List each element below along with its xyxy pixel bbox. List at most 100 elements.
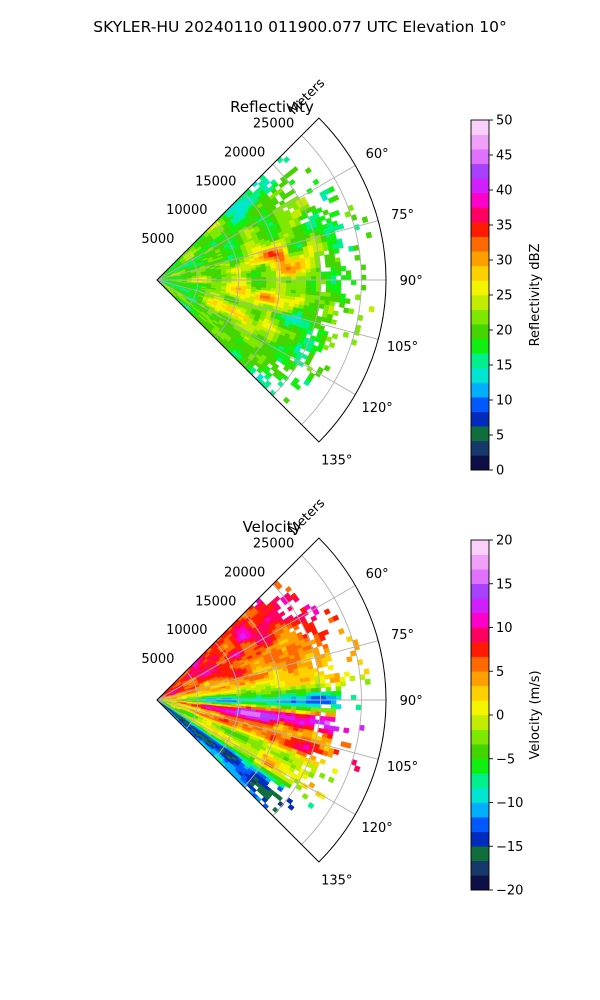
reflectivity-colorbar-segment <box>471 455 489 471</box>
velocity-gate <box>300 692 307 697</box>
velocity-gate <box>287 803 295 811</box>
reflectivity-gate <box>340 293 346 299</box>
reflectivity-range-tick-label: 10000 <box>166 203 207 218</box>
velocity-gate <box>330 690 337 696</box>
velocity-gate <box>329 673 336 679</box>
velocity-gate <box>305 707 312 712</box>
velocity-gate <box>300 685 307 690</box>
reflectivity-gate <box>290 286 297 291</box>
velocity-gate <box>256 702 262 706</box>
velocity-gate <box>305 684 312 690</box>
velocity-colorbar-segment <box>471 860 489 876</box>
velocity-gate <box>286 699 292 704</box>
reflectivity-colorbar-tick-label: 5 <box>496 429 504 444</box>
reflectivity-gate <box>304 260 311 266</box>
velocity-gate <box>281 696 287 701</box>
velocity-gate <box>330 712 336 718</box>
velocity-colorbar-segment <box>471 802 489 818</box>
reflectivity-azimuth-tick-label: 90° <box>400 274 423 289</box>
reflectivity-gate <box>285 269 292 274</box>
velocity-gate <box>349 675 356 682</box>
reflectivity-gate <box>305 268 312 273</box>
velocity-colorbar-segment <box>471 627 489 643</box>
reflectivity-gate <box>301 276 307 281</box>
velocity-colorbar-segment <box>471 715 489 730</box>
reflectivity-gate <box>310 291 317 296</box>
velocity-gate <box>324 716 331 722</box>
reflectivity-gate <box>316 346 323 353</box>
reflectivity-gate <box>305 272 312 277</box>
reflectivity-gate <box>330 288 337 294</box>
velocity-gate <box>325 699 332 705</box>
reflectivity-gate <box>336 279 342 285</box>
reflectivity-gate <box>324 258 331 264</box>
velocity-gate <box>280 690 287 695</box>
velocity-gate <box>325 712 332 718</box>
velocity-colorbar-segment <box>471 642 489 657</box>
reflectivity-gate <box>295 283 302 288</box>
velocity-gate <box>300 706 307 712</box>
reflectivity-azimuth-tick-label: 135° <box>321 454 352 469</box>
reflectivity-colorbar-segment <box>471 120 489 135</box>
reflectivity-gate <box>342 331 350 339</box>
reflectivity-colorbar-tick-label: 15 <box>496 359 513 374</box>
velocity-colorbar-segment <box>471 846 489 862</box>
reflectivity-gate <box>286 273 292 278</box>
reflectivity-gate <box>295 269 302 274</box>
velocity-radial-axis-label: Meters <box>286 496 328 538</box>
reflectivity-gate <box>265 268 272 273</box>
velocity-gate <box>307 802 315 810</box>
reflectivity-gate <box>246 272 252 276</box>
reflectivity-gate <box>286 276 292 281</box>
reflectivity-gate <box>337 242 344 249</box>
velocity-gate <box>281 693 287 698</box>
velocity-gate <box>276 699 282 704</box>
reflectivity-azimuth-tick-label: 60° <box>366 147 389 162</box>
reflectivity-gate <box>303 379 311 387</box>
velocity-gate <box>265 688 272 693</box>
reflectivity-colorbar-segment <box>471 440 489 456</box>
velocity-colorbar-segment <box>471 671 489 687</box>
reflectivity-gate <box>320 275 327 281</box>
velocity-azimuth-tick-label: 120° <box>361 821 392 836</box>
reflectivity-colorbar-segment <box>471 192 489 208</box>
reflectivity-gate <box>365 231 373 239</box>
velocity-gate <box>226 696 232 699</box>
reflectivity-gate <box>300 261 306 267</box>
velocity-gate <box>319 719 326 726</box>
velocity-gate <box>281 702 287 707</box>
reflectivity-gate <box>337 223 345 230</box>
reflectivity-colorbar-segment <box>471 222 489 237</box>
reflectivity-colorbar-segment <box>471 367 489 383</box>
reflectivity-gate <box>340 265 347 272</box>
reflectivity-colorbar-tick-label: 35 <box>496 219 513 234</box>
velocity-gate <box>291 696 297 701</box>
reflectivity-gate <box>330 266 337 272</box>
velocity-gate <box>296 696 302 701</box>
reflectivity-gate <box>325 292 332 298</box>
velocity-gate <box>305 703 312 708</box>
reflectivity-gate <box>332 310 339 317</box>
velocity-gate <box>355 704 362 711</box>
velocity-colorbar-tick-label: 20 <box>496 534 513 549</box>
reflectivity-gate <box>285 266 292 271</box>
velocity-gate <box>285 689 292 694</box>
velocity-gate <box>261 694 267 698</box>
reflectivity-gate <box>335 266 342 272</box>
reflectivity-azimuth-tick-label: 105° <box>387 340 418 355</box>
velocity-gate <box>300 710 307 715</box>
reflectivity-gate <box>335 288 342 294</box>
reflectivity-gate <box>329 257 336 264</box>
velocity-gate <box>337 628 345 635</box>
reflectivity-gate <box>330 292 336 298</box>
velocity-gate <box>300 688 307 694</box>
velocity-gate <box>256 692 262 696</box>
velocity-colorbar-segment <box>471 773 489 789</box>
velocity-gate <box>319 679 326 685</box>
velocity-range-tick-label: 25000 <box>253 536 294 551</box>
reflectivity-gate <box>300 286 307 292</box>
velocity-panel: Velocity500010000150002000025000Meters60… <box>141 496 543 899</box>
reflectivity-gate <box>281 276 287 281</box>
reflectivity-gate <box>290 269 297 274</box>
reflectivity-gate <box>311 275 317 281</box>
